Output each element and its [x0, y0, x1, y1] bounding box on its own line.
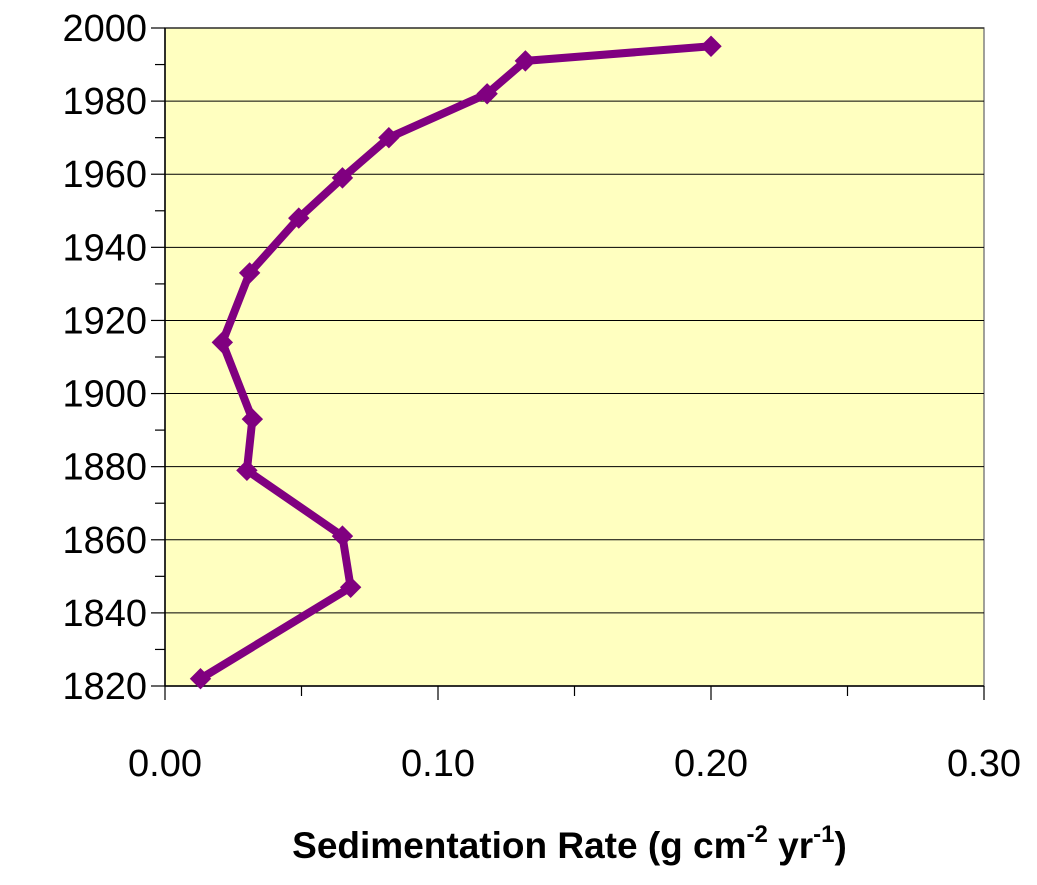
x-axis-label: Sedimentation Rate (g cm-2 yr-1) — [292, 821, 847, 866]
data-point — [339, 576, 362, 599]
data-point — [236, 459, 258, 482]
data-point — [700, 35, 722, 57]
data-point — [378, 126, 400, 149]
y-tick-label: 1860 — [62, 520, 147, 562]
x-axis-label-text: yr — [768, 825, 813, 866]
y-tick-label: 1880 — [62, 447, 147, 489]
x-tick-label: 0.00 — [128, 743, 202, 785]
y-tick-label: 1960 — [62, 154, 147, 196]
y-tick-label: 1980 — [62, 81, 147, 123]
x-axis-label-superscript: -2 — [747, 821, 768, 848]
series-group — [189, 35, 722, 690]
y-tick-label: 1820 — [62, 666, 147, 708]
data-point — [211, 331, 234, 354]
data-point — [189, 667, 212, 690]
gridlines — [165, 27, 984, 614]
data-point — [476, 83, 498, 105]
x-axis: 0.00 0.10 0.20 0.30 — [128, 686, 1021, 785]
y-axis: 1820 1840 1860 1880 1900 1920 1940 1960 1980 2000 — [62, 8, 165, 708]
y-tick-label: 2000 — [62, 8, 147, 50]
data-point — [238, 262, 261, 284]
data-point — [331, 167, 354, 189]
y-tick-label: 1900 — [62, 374, 147, 416]
data-point — [288, 207, 310, 229]
y-tick-label: 1920 — [62, 300, 147, 342]
x-axis-label-superscript: -1 — [813, 821, 834, 848]
x-tick-label: 0.10 — [401, 743, 475, 785]
x-axis-label-text: ) — [834, 825, 846, 866]
x-tick-label: 0.20 — [674, 743, 748, 785]
x-tick-label: 0.30 — [947, 743, 1021, 785]
plot-area — [164, 27, 985, 687]
data-point — [514, 50, 537, 72]
y-tick-label: 1940 — [62, 227, 147, 269]
x-axis-label-text: Sedimentation Rate (g cm — [292, 825, 746, 866]
data-point — [331, 525, 354, 547]
data-point — [241, 408, 264, 430]
y-tick-label: 1840 — [62, 593, 147, 635]
